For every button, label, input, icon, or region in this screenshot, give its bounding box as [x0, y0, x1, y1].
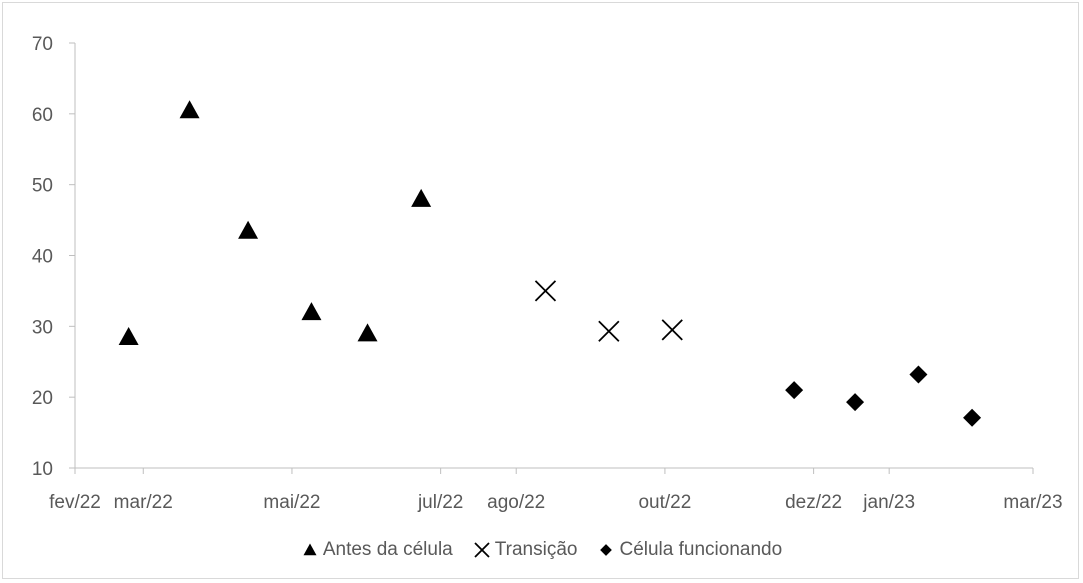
axes: [74, 43, 1033, 469]
legend-label: Transição: [494, 539, 578, 560]
x-tick-label: ago/22: [487, 492, 545, 513]
data-point-diamond: [963, 408, 982, 427]
y-tick-label: 30: [32, 317, 53, 338]
scatter-plot: 10 20 30 40 50 60 70 fev/22 mar/22 mai/22 jul/22 a…: [32, 34, 1063, 513]
data-point-x: [534, 280, 557, 302]
data-point-triangle: [238, 220, 259, 239]
legend-item: Célula funcionando: [597, 539, 782, 561]
y-tick-label: 20: [32, 388, 53, 409]
data-point-x: [598, 320, 620, 342]
legend-item: Transição: [473, 539, 578, 561]
data-point-triangle: [357, 323, 378, 342]
data-point-triangle: [179, 100, 200, 119]
y-tick-label: 70: [32, 34, 53, 55]
legend-marker-shape: [303, 543, 317, 556]
x-marker-stroke: [661, 319, 683, 341]
x-marker-stroke: [534, 280, 557, 302]
y-tick-label: 40: [32, 247, 53, 268]
data-point-triangle: [411, 188, 432, 207]
data-point-diamond: [909, 365, 928, 384]
legend-label: Célula funcionando: [619, 539, 783, 560]
x-tick-label: out/22: [638, 492, 691, 513]
legend-marker-diamond: [600, 544, 613, 556]
legend-marker-x: [474, 542, 490, 558]
x-tick-label: mar/23: [1003, 492, 1062, 513]
legend-item: Antes da célula: [301, 539, 453, 561]
x-marker-stroke: [474, 542, 490, 558]
legend-marker-shape: [600, 544, 613, 556]
y-tick-label: 60: [32, 105, 53, 126]
data-point-x: [661, 319, 683, 341]
data-point-triangle: [118, 326, 139, 345]
legend-marker-triangle: [303, 543, 317, 556]
x-tick-label: mar/22: [114, 492, 173, 513]
y-tick-label: 50: [32, 176, 53, 197]
data-point-triangle: [301, 302, 322, 321]
x-marker-stroke: [598, 320, 620, 342]
data-point-diamond: [846, 393, 865, 412]
data-point-diamond: [785, 381, 804, 400]
legend-marker-shape: [474, 542, 490, 558]
y-tick-label: 10: [32, 459, 53, 480]
x-tick-label: jan/23: [862, 492, 915, 513]
legend: Antes da célula Transição Célula funcionan…: [3, 539, 1080, 565]
x-axis-ticks: fev/22 mar/22 mai/22 jul/22 ago/22 out/22 dez/…: [49, 468, 1063, 513]
legend-label: Antes da célula: [322, 539, 453, 560]
x-tick-label: mai/22: [263, 492, 320, 513]
x-tick-label: fev/22: [49, 492, 101, 513]
y-axis-ticks: 10 20 30 40 50 60 70: [32, 34, 75, 480]
x-tick-label: dez/22: [785, 492, 842, 513]
x-tick-label: jul/22: [417, 492, 463, 513]
data-markers: [118, 100, 982, 427]
